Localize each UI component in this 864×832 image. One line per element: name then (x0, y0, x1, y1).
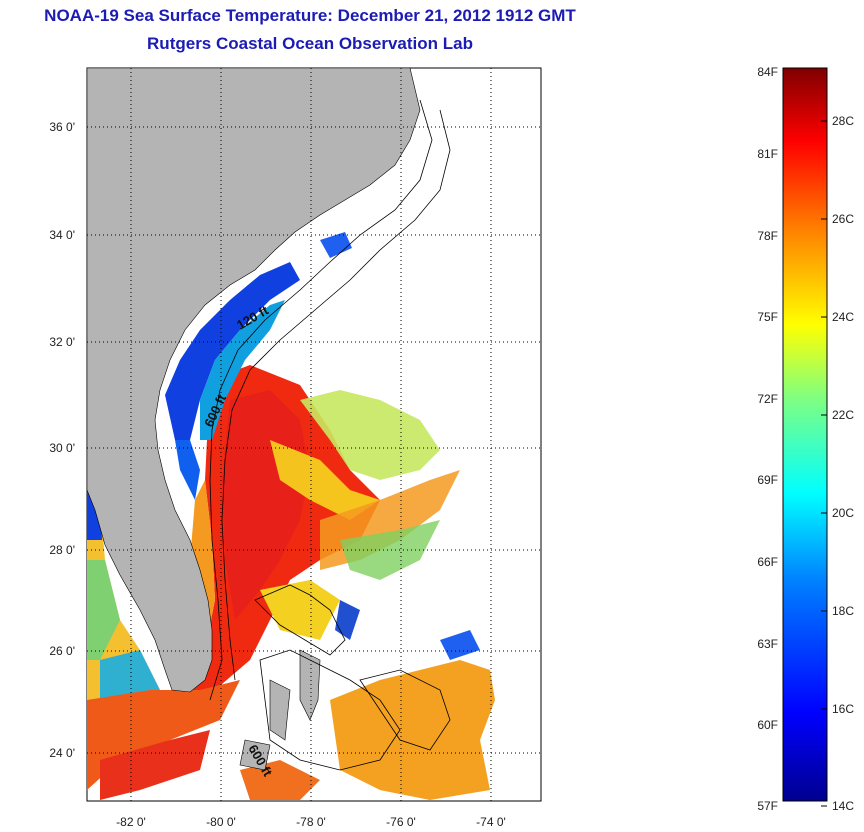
depth-contours (209, 99, 451, 771)
lon-axis: -82 0' -80 0' -78 0' -76 0' -74 0' (116, 815, 506, 829)
lon-tick-label: -78 0' (296, 815, 326, 829)
colorbar-label-f: 57F (757, 799, 778, 813)
lon-tick-label: -74 0' (476, 815, 506, 829)
colorbar-label-c: 20C (832, 506, 854, 520)
colorbar-label-f: 75F (757, 310, 778, 324)
lon-tick-label: -82 0' (116, 815, 146, 829)
lon-tick-label: -76 0' (386, 815, 416, 829)
colorbar-label-c: 22C (832, 408, 854, 422)
colorbar-label-c: 28C (832, 114, 854, 128)
colorbar-label-c: 24C (832, 310, 854, 324)
lat-tick-label: 28 0' (49, 543, 75, 557)
colorbar: 84F 81F 78F 75F 72F 69F 66F 63F 60F 57F 28C 26C 24C… (757, 65, 854, 813)
lat-tick-label: 34 0' (49, 228, 75, 242)
colorbar-label-f: 84F (757, 65, 778, 79)
lat-tick-label: 24 0' (49, 746, 75, 760)
colorbar-label-c: 26C (832, 212, 854, 226)
colorbar-label-f: 63F (757, 637, 778, 651)
lat-tick-label: 32 0' (49, 335, 75, 349)
colorbar-label-c: 16C (832, 702, 854, 716)
colorbar-label-f: 78F (757, 229, 778, 243)
lat-tick-label: 30 0' (49, 441, 75, 455)
colorbar-label-f: 66F (757, 555, 778, 569)
colorbar-label-f: 69F (757, 473, 778, 487)
colorbar-label-c: 14C (832, 799, 854, 813)
sst-imagery (87, 232, 495, 800)
colorbar-label-f: 60F (757, 718, 778, 732)
lat-axis: 24 0' 26 0' 28 0' 30 0' 32 0' 34 0' 36 0… (49, 120, 75, 760)
lat-tick-label: 36 0' (49, 120, 75, 134)
map-title: NOAA-19 Sea Surface Temperature: Decembe… (44, 6, 576, 25)
lat-tick-label: 26 0' (49, 644, 75, 658)
map-subtitle: Rutgers Coastal Ocean Observation Lab (147, 34, 473, 53)
colorbar-label-f: 81F (757, 147, 778, 161)
lon-tick-label: -80 0' (206, 815, 236, 829)
colorbar-label-f: 72F (757, 392, 778, 406)
land (87, 68, 421, 771)
colorbar-label-c: 18C (832, 604, 854, 618)
colorbar-gradient (782, 67, 828, 802)
